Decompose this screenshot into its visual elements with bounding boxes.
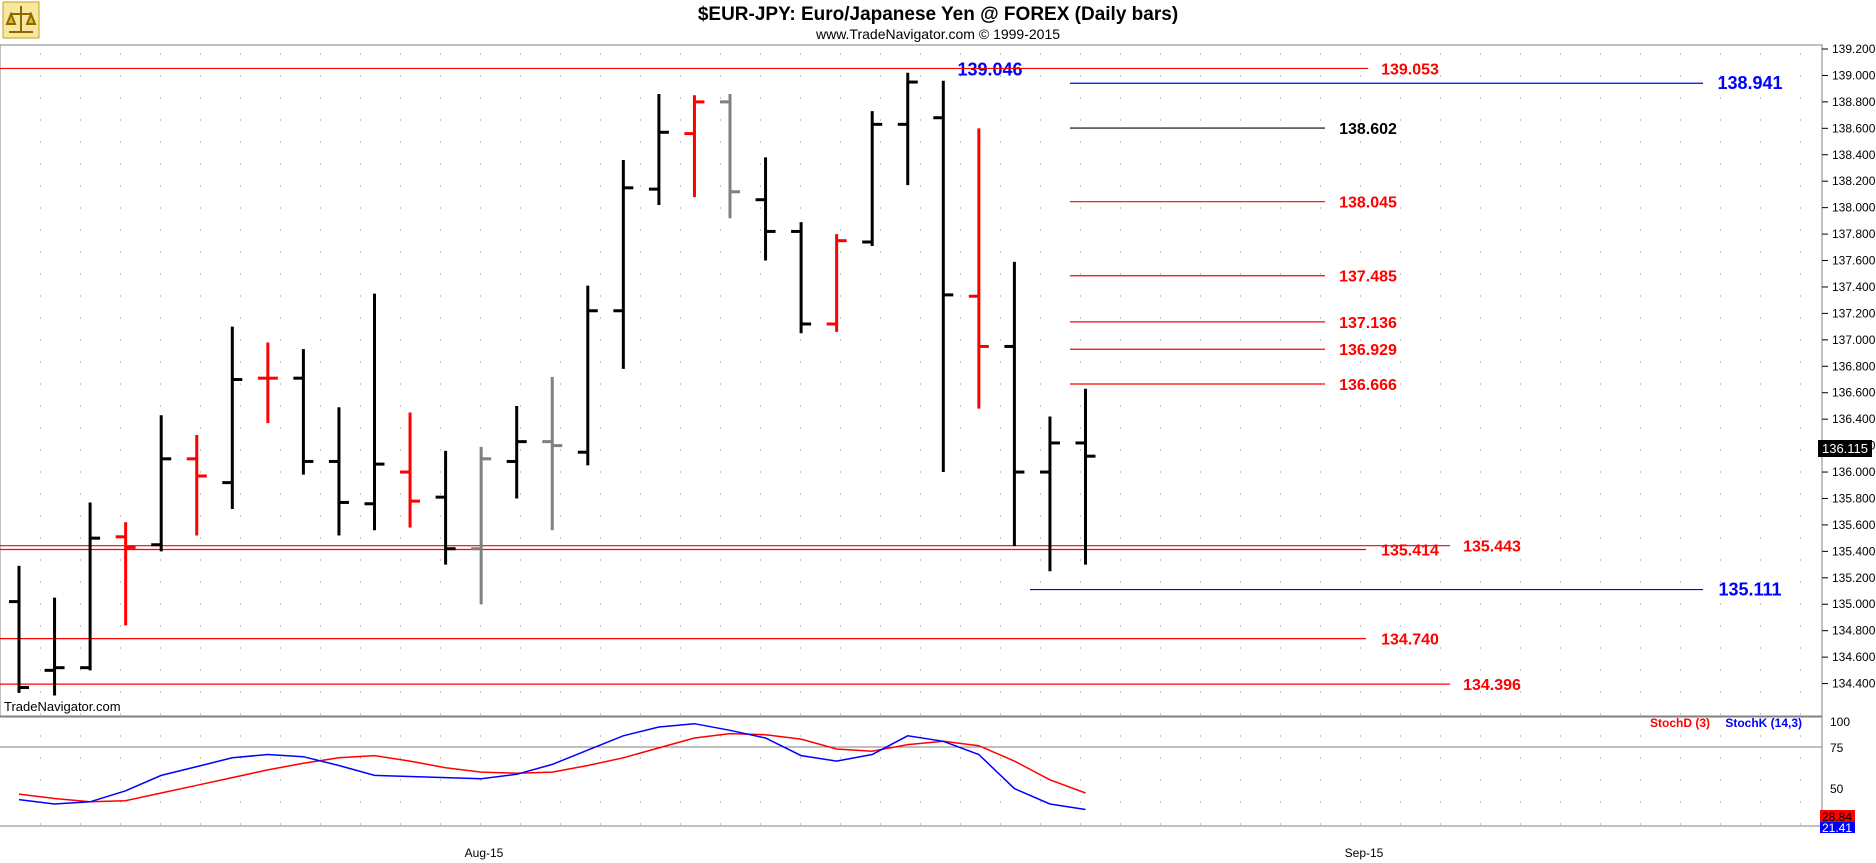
level-label: 138.941	[1717, 73, 1782, 93]
y-tick-label: 136.400	[1832, 412, 1876, 426]
stoch-tick-100: 100	[1830, 715, 1850, 729]
y-tick-label: 138.800	[1832, 95, 1876, 109]
x-label-sep: Sep-15	[1345, 846, 1384, 860]
level-label: 135.414	[1381, 543, 1439, 560]
level-label: 134.740	[1381, 632, 1439, 649]
grid-dots	[40, 53, 1801, 825]
ohlc-bar	[897, 72, 918, 186]
stoch-tick-50: 50	[1830, 782, 1844, 796]
y-tick-label: 137.400	[1832, 280, 1876, 294]
stochk-last-label: 21.41	[1822, 821, 1852, 835]
y-tick-label: 136.800	[1832, 359, 1876, 373]
level-label: 138.602	[1339, 121, 1397, 138]
ohlc-bar	[1075, 388, 1096, 565]
level-label: 139.053	[1381, 61, 1439, 78]
y-tick-label: 138.200	[1832, 174, 1876, 188]
chart-subtitle: www.TradeNavigator.com © 1999-2015	[815, 26, 1060, 42]
y-tick-label: 138.600	[1832, 121, 1876, 135]
chart-title: $EUR-JPY: Euro/Japanese Yen @ FOREX (Dai…	[698, 4, 1178, 25]
price-bars	[9, 72, 1096, 696]
watermark: TradeNavigator.com	[4, 699, 121, 714]
y-tick-label: 135.000	[1832, 597, 1876, 611]
stochd-last-label: 28.84	[1822, 810, 1852, 824]
level-label: 135.111	[1718, 580, 1781, 600]
y-tick-label: 135.200	[1832, 571, 1876, 585]
ohlc-bar	[826, 234, 847, 332]
plot-frame	[0, 44, 1823, 718]
y-tick-label: 136.600	[1832, 386, 1876, 400]
y-tick-label: 138.000	[1832, 201, 1876, 215]
ohlc-bar	[44, 597, 65, 696]
ohlc-bar	[364, 293, 385, 531]
level-label: 135.443	[1463, 539, 1521, 556]
y-tick-label: 136.000	[1832, 465, 1876, 479]
y-tick-label: 139.200	[1832, 42, 1876, 56]
stochk-line	[18, 722, 1086, 811]
ohlc-bar	[1004, 261, 1025, 547]
y-tick-label: 135.800	[1832, 491, 1876, 505]
ohlc-bar	[933, 80, 954, 473]
y-tick-label: 137.600	[1832, 254, 1876, 268]
ohlc-bar	[506, 405, 527, 499]
y-tick-label: 137.000	[1832, 333, 1876, 347]
last-price-tag	[1818, 440, 1872, 457]
y-tick-label: 134.400	[1832, 677, 1876, 691]
ohlc-bar	[791, 222, 812, 334]
level-label: 138.045	[1339, 195, 1397, 212]
ohlc-bar	[755, 157, 776, 261]
y-tick-label: 135.400	[1832, 544, 1876, 558]
ohlc-bar	[968, 128, 989, 409]
level-label: 134.396	[1463, 677, 1521, 694]
ohlc-bar	[257, 342, 278, 424]
ohlc-bar	[862, 111, 883, 246]
header-band	[0, 0, 1876, 41]
stochd-line	[18, 732, 1086, 803]
y-tick-label: 138.400	[1832, 148, 1876, 162]
ohlc-bar	[542, 376, 563, 531]
ohlc-bar	[435, 450, 456, 565]
ohlc-bar	[222, 326, 243, 510]
y-tick-label: 137.800	[1832, 227, 1876, 241]
ohlc-bar	[577, 285, 598, 466]
level-label: 137.136	[1339, 315, 1397, 332]
grid-dot-pattern	[40, 53, 1801, 825]
ohlc-bar	[400, 412, 421, 528]
price-axis-ticks: 139.200 139.000 138.800 138.600 138.400 138.2…	[1822, 42, 1876, 691]
ohlc-bar	[328, 407, 349, 536]
ohlc-bar	[720, 93, 740, 219]
stoch-tick-75: 75	[1830, 741, 1844, 755]
y-tick-label: 134.600	[1832, 650, 1876, 664]
ohlc-bar	[9, 565, 29, 693]
app-logo-icon	[2, 1, 40, 39]
ohlc-bar	[648, 93, 669, 205]
level-label: 136.929	[1339, 342, 1397, 359]
y-tick-label: 139.000	[1832, 68, 1876, 82]
y-tick-label: 135.600	[1832, 518, 1876, 532]
level-label: 139.046	[957, 59, 1022, 79]
ohlc-bar	[293, 349, 314, 475]
ohlc-bar	[80, 502, 101, 671]
ohlc-bar	[613, 160, 634, 369]
y-tick-label: 137.200	[1832, 306, 1876, 320]
legend-stochd: StochD (3)	[1650, 716, 1710, 730]
price-levels: 139.046 139.053 138.941 138.602 138.045 137.4…	[0, 59, 1783, 694]
ohlc-bar	[684, 95, 705, 198]
ohlc-bar	[1039, 416, 1060, 572]
level-label: 137.485	[1339, 269, 1397, 286]
legend-stochk: StochK (14,3)	[1725, 716, 1802, 730]
ohlc-bar	[186, 435, 207, 536]
stochk-last-tag	[1820, 822, 1855, 833]
ohlc-bar	[151, 415, 172, 552]
stochastic-lines	[18, 722, 1086, 811]
last-price-label: 136.115	[1822, 441, 1868, 456]
x-label-aug: Aug-15	[465, 846, 504, 860]
level-label: 136.666	[1339, 377, 1397, 394]
ohlc-bar	[471, 446, 492, 605]
stochd-last-tag	[1820, 810, 1855, 823]
y-tick-label: 134.800	[1832, 624, 1876, 638]
ohlc-bar	[115, 522, 136, 626]
